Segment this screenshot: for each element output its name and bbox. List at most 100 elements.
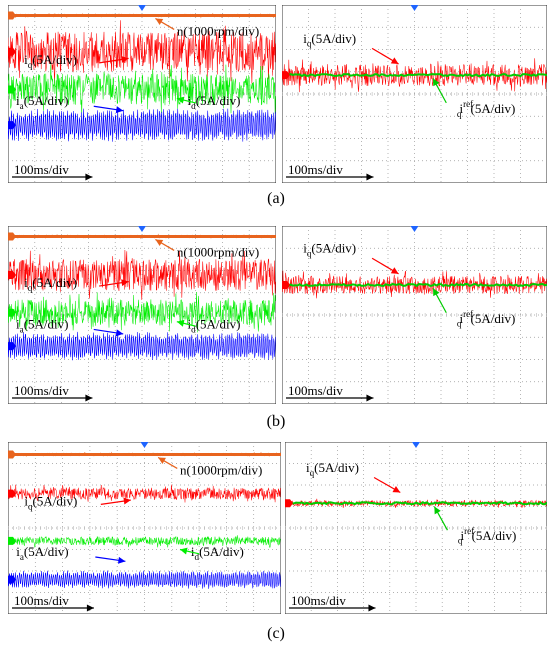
iq-label: iq(5A/div)	[24, 493, 77, 511]
arrow-head	[117, 556, 126, 564]
arrow-head	[123, 497, 131, 505]
iq-ref-label-arrow	[433, 506, 448, 531]
iq-label-arrow	[371, 47, 399, 65]
arrow-head	[155, 18, 164, 26]
timebase-label: 100ms/div	[14, 162, 69, 177]
iq-trace	[8, 249, 276, 300]
iq-channel-marker	[282, 280, 290, 289]
id-channel-marker	[8, 536, 16, 545]
ia-label-arrow	[95, 556, 126, 564]
iq-channel-marker	[285, 499, 293, 508]
arrow-head	[179, 547, 188, 555]
ia-trace	[8, 331, 276, 361]
iq-ref-label-arrow	[432, 78, 447, 104]
iq-channel-marker	[8, 47, 16, 56]
n-channel-marker	[8, 232, 16, 241]
iq-ref-trace	[285, 501, 547, 506]
row-a-left-oscilloscope: n(1000rpm/div) iq(5A/div) id(5A/div) ia(5A/…	[8, 5, 276, 183]
scope-grid	[282, 226, 547, 404]
timebase-arrowhead	[85, 173, 93, 181]
ia-channel-marker	[8, 342, 16, 351]
iq-label: iq(5A/div)	[303, 241, 356, 259]
speed-trace-ripple	[8, 451, 281, 458]
caption-c: (c)	[267, 625, 285, 642]
iq-trace	[8, 484, 281, 503]
trigger-marker	[138, 5, 146, 11]
ia-trace	[8, 108, 276, 142]
id-trace	[8, 535, 281, 548]
iq-ref-label: iref q (5A/div)	[457, 99, 515, 119]
iq-label-arrow	[99, 279, 129, 287]
ia-channel-marker	[8, 121, 16, 130]
id-channel-marker	[8, 308, 16, 317]
iq-trace	[282, 270, 547, 299]
ia-label-arrow	[93, 105, 124, 114]
row-c-left-oscilloscope: n(1000rpm/div) iq(5A/div) id(5A/div) ia(5A/…	[8, 442, 281, 614]
iq-label: iq(5A/div)	[24, 52, 77, 70]
arrow-head	[390, 57, 399, 64]
trigger-marker	[412, 442, 420, 448]
arrow-head	[155, 239, 164, 247]
iq-channel-marker	[8, 489, 16, 498]
id-label: id(5A/div)	[188, 316, 241, 334]
speed-trace-ripple	[8, 12, 276, 19]
iq-label-arrow	[99, 55, 129, 64]
arrow-head	[121, 55, 129, 63]
speed-label-arrow	[157, 456, 178, 469]
id-label-arrow	[176, 319, 196, 327]
iq-trace	[282, 58, 547, 93]
n-channel-marker	[8, 11, 16, 20]
scope-grid	[282, 5, 547, 183]
timebase-label: 100ms/div	[288, 162, 343, 177]
timebase-arrowhead	[85, 394, 93, 402]
iq-label-arrow	[373, 476, 401, 494]
iq-ref-trace	[282, 282, 547, 288]
ia-label: ia(5A/div)	[16, 316, 68, 334]
n-channel-marker	[8, 450, 16, 459]
arrow-head	[390, 267, 399, 274]
arrow-head	[433, 78, 440, 87]
arrow-head	[434, 506, 441, 515]
iq-channel-marker	[282, 71, 290, 80]
timebase-arrowhead	[86, 604, 94, 612]
speed-label: n(1000rpm/div)	[177, 244, 259, 259]
ia-label: ia(5A/div)	[16, 93, 68, 111]
caption-b: (b)	[266, 413, 286, 430]
iq-trace	[8, 20, 276, 84]
ia-label: ia(5A/div)	[16, 544, 68, 562]
arrow-head	[176, 319, 185, 327]
timebase-label: 100ms/div	[14, 593, 69, 608]
trigger-marker	[410, 226, 419, 232]
timebase-arrowhead	[366, 394, 374, 402]
speed-label-arrow	[155, 17, 175, 30]
ia-label-arrow	[93, 328, 124, 337]
row-b-right-oscilloscope: iq(5A/div) iref q (5A/div) 100ms/div	[282, 226, 547, 404]
scope-grid	[8, 442, 281, 614]
row-b-left-oscilloscope: n(1000rpm/div) iq(5A/div) id(5A/div) ia(5A/…	[8, 226, 276, 404]
row-c-right-oscilloscope: iq(5A/div) iref q (5A/div) 100ms/div	[285, 442, 547, 614]
arrow-head	[433, 288, 440, 297]
arrow-head	[121, 279, 129, 287]
caption-a: (a)	[267, 190, 285, 207]
arrow-head	[176, 96, 185, 104]
id-trace	[8, 64, 276, 115]
id-trace	[8, 291, 276, 333]
iq-channel-marker	[8, 270, 16, 279]
arrow-head	[392, 486, 401, 493]
arrow-head	[115, 106, 124, 114]
iq-label: iq(5A/div)	[24, 275, 77, 293]
iq-label: iq(5A/div)	[306, 460, 359, 478]
speed-label: n(1000rpm/div)	[180, 462, 262, 477]
id-channel-marker	[8, 85, 16, 94]
speed-label: n(1000rpm/div)	[177, 23, 259, 38]
timebase-arrowhead	[368, 604, 376, 612]
ia-trace	[8, 570, 281, 589]
ia-channel-marker	[8, 575, 16, 584]
iq-ref-trace	[282, 72, 547, 78]
id-label: id(5A/div)	[191, 544, 244, 562]
speed-label-arrow	[155, 238, 175, 251]
id-label-arrow	[179, 547, 200, 555]
speed-trace-ripple	[8, 233, 276, 240]
iq-label: iq(5A/div)	[303, 31, 356, 49]
timebase-label: 100ms/div	[291, 593, 346, 608]
